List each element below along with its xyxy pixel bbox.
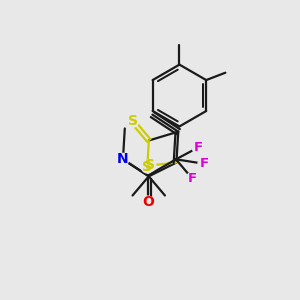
Circle shape xyxy=(141,161,153,173)
Circle shape xyxy=(117,153,129,165)
Circle shape xyxy=(198,158,210,170)
Text: S: S xyxy=(142,160,152,174)
Text: S: S xyxy=(128,114,138,128)
Circle shape xyxy=(192,142,204,153)
Text: F: F xyxy=(188,172,197,185)
Circle shape xyxy=(127,116,139,127)
Text: F: F xyxy=(200,157,208,170)
Text: O: O xyxy=(142,195,154,209)
Circle shape xyxy=(186,172,198,184)
Circle shape xyxy=(142,196,154,208)
Circle shape xyxy=(144,160,156,171)
Text: N: N xyxy=(117,152,129,166)
Text: F: F xyxy=(194,141,202,154)
Text: S: S xyxy=(145,158,155,172)
